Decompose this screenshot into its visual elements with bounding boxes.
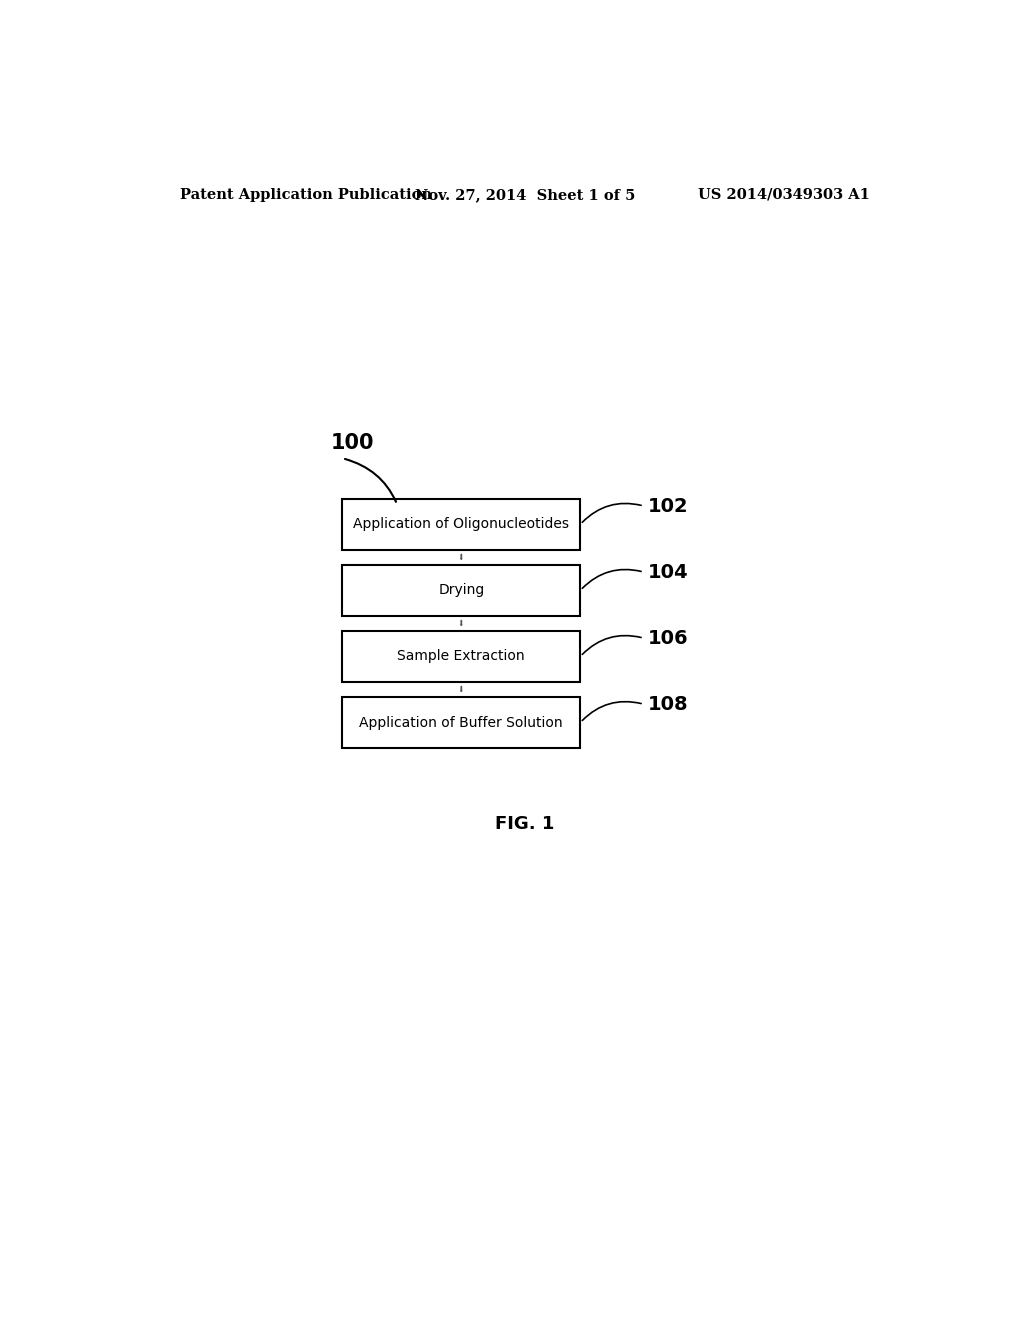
FancyBboxPatch shape: [342, 499, 581, 549]
Text: 100: 100: [331, 433, 374, 453]
Text: Drying: Drying: [438, 583, 484, 598]
Text: FIG. 1: FIG. 1: [496, 816, 554, 833]
Text: Application of Buffer Solution: Application of Buffer Solution: [359, 715, 563, 730]
Text: 104: 104: [648, 562, 688, 582]
FancyArrowPatch shape: [583, 635, 641, 655]
FancyArrowPatch shape: [583, 569, 641, 589]
Text: 108: 108: [648, 694, 688, 714]
Text: Application of Oligonucleotides: Application of Oligonucleotides: [353, 517, 569, 532]
Text: 102: 102: [648, 496, 688, 516]
FancyArrowPatch shape: [345, 459, 396, 502]
Text: US 2014/0349303 A1: US 2014/0349303 A1: [698, 187, 870, 202]
FancyArrowPatch shape: [583, 503, 641, 523]
Text: Patent Application Publication: Patent Application Publication: [179, 187, 431, 202]
FancyArrowPatch shape: [583, 702, 641, 721]
FancyBboxPatch shape: [342, 631, 581, 682]
Text: Sample Extraction: Sample Extraction: [397, 649, 525, 664]
Text: 106: 106: [648, 628, 688, 648]
FancyBboxPatch shape: [342, 565, 581, 616]
FancyBboxPatch shape: [342, 697, 581, 748]
Text: Nov. 27, 2014  Sheet 1 of 5: Nov. 27, 2014 Sheet 1 of 5: [415, 187, 635, 202]
